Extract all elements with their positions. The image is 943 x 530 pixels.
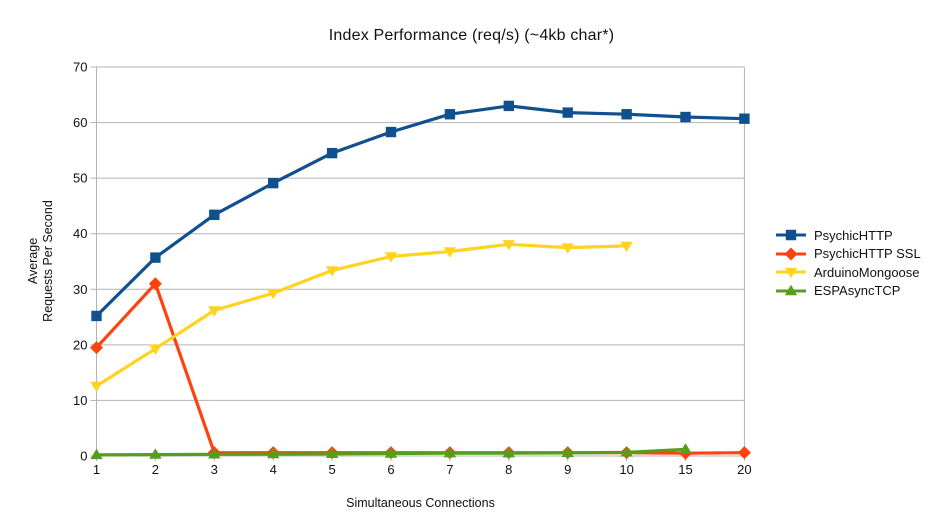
triangle-up-marker-icon (679, 443, 692, 454)
square-marker-icon (444, 109, 456, 120)
y-tick-label: 10 (73, 393, 87, 408)
y-tick-label: 50 (73, 171, 87, 186)
triangle-down-marker-icon (325, 266, 339, 277)
x-axis-title: Simultaneous Connections (346, 496, 495, 510)
legend-item: ESPAsyncTCP (776, 282, 921, 301)
triangle-up-marker-icon (443, 447, 457, 458)
legend-item-label: PsychicHTTP SSL (814, 246, 921, 262)
y-tick-label: 0 (80, 449, 87, 464)
square-marker-icon (326, 147, 338, 159)
legend-triangle-up-swatch-icon (776, 284, 806, 295)
x-tick-label: 5 (328, 462, 335, 477)
square-marker-icon (562, 107, 573, 118)
legend-item: ArduinoMongoose (776, 263, 921, 282)
x-tick-label: 10 (619, 462, 633, 477)
legend-item: PsychicHTTP SSL (776, 245, 921, 264)
square-marker-icon (503, 100, 514, 112)
legend-item: PsychicHTTP (776, 226, 921, 245)
series-line-psychichttp-ssl (94, 282, 746, 455)
triangle-up-marker-icon (149, 448, 162, 459)
triangle-up-marker-icon (208, 448, 221, 459)
legend: PsychicHTTP PsychicHTTP SSL ArduinoMongoos… (776, 226, 921, 300)
x-tick-label: 3 (211, 462, 218, 477)
x-tick-label: 2 (152, 462, 159, 477)
chart-title: Index Performance (req/s) (~4kb char*) (328, 27, 615, 44)
square-marker-icon (680, 111, 691, 123)
x-tick-label: 9 (564, 462, 571, 477)
x-tick-label: 7 (446, 462, 453, 477)
square-marker-icon (209, 209, 220, 221)
triangle-up-marker-icon (384, 447, 398, 458)
y-axis-title-line2: Requests Per Second (41, 200, 55, 322)
x-tick-label: 6 (387, 462, 394, 477)
triangle-down-marker-icon (384, 252, 398, 263)
square-marker-icon (739, 113, 750, 124)
square-marker-icon (385, 126, 397, 138)
y-axis-title: Average Requests Per Second (26, 61, 58, 461)
diamond-marker-icon (737, 446, 751, 460)
x-tick-label: 15 (678, 462, 692, 477)
x-tick-label: 20 (737, 462, 751, 477)
legend-item-label: ESPAsyncTCP (814, 283, 901, 299)
series-line-arduinomongoose (94, 242, 629, 388)
triangle-down-marker-icon (90, 381, 103, 393)
y-axis-title-line1: Average (26, 237, 40, 285)
x-tick-label: 4 (270, 462, 277, 477)
legend-triangle-down-swatch-icon (776, 268, 806, 279)
diamond-marker-icon (148, 277, 162, 291)
legend-square-swatch-icon (776, 230, 806, 241)
series-line-psychichttp (94, 104, 746, 318)
triangle-down-marker-icon (620, 241, 633, 253)
legend-item-label: PsychicHTTP (814, 227, 893, 243)
triangle-down-marker-icon (561, 243, 574, 254)
triangle-up-marker-icon (502, 447, 515, 458)
triangle-down-marker-icon (267, 288, 280, 300)
triangle-up-marker-icon (90, 448, 103, 460)
triangle-down-marker-icon (443, 247, 457, 258)
y-tick-label: 70 (73, 60, 87, 75)
triangle-up-marker-icon (325, 447, 339, 458)
square-marker-icon (621, 109, 632, 120)
square-marker-icon (91, 310, 102, 322)
triangle-up-marker-icon (620, 446, 633, 457)
triangle-down-marker-icon (149, 344, 162, 355)
diamond-marker-icon (90, 341, 103, 355)
legend-item-label: ArduinoMongoose (814, 264, 920, 280)
legend-diamond-swatch-icon (776, 247, 806, 261)
triangle-down-marker-icon (502, 240, 515, 251)
square-marker-icon (150, 252, 161, 263)
y-tick-label: 60 (73, 115, 87, 130)
y-tick-label: 20 (73, 337, 87, 352)
y-tick-label: 40 (73, 226, 87, 241)
x-tick-label: 8 (505, 462, 512, 477)
x-tick-label: 1 (93, 462, 100, 477)
triangle-up-marker-icon (267, 447, 280, 459)
triangle-down-marker-icon (208, 306, 221, 317)
triangle-up-marker-icon (561, 446, 574, 458)
y-tick-label: 30 (73, 282, 87, 297)
square-marker-icon (268, 177, 279, 189)
